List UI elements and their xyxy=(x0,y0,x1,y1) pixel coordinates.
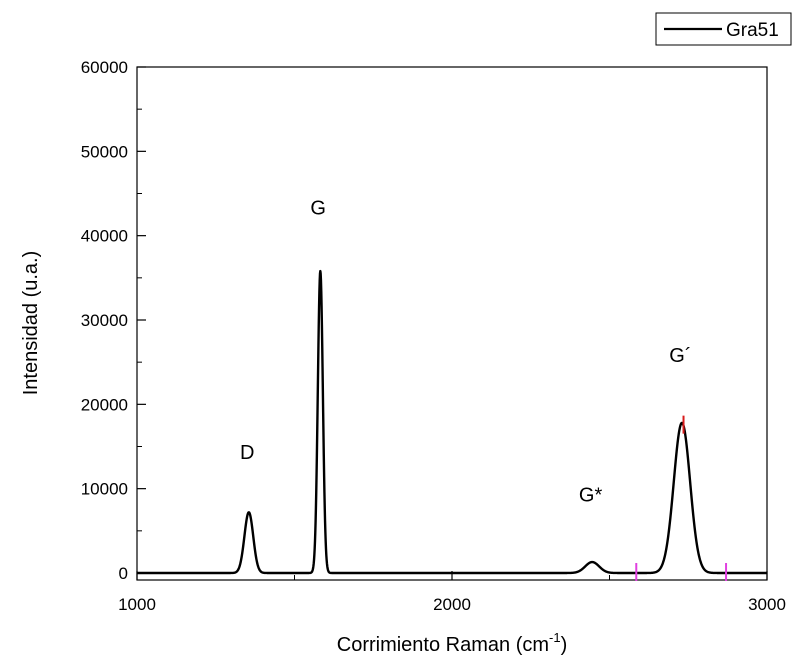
y-axis: 0 10000 20000 30000 40000 50000 60000 xyxy=(81,58,146,583)
peak-marker-layer xyxy=(635,415,728,581)
y-tick-label: 20000 xyxy=(81,395,128,414)
series-layer xyxy=(136,269,768,575)
legend-label-gra51: Gra51 xyxy=(726,20,779,41)
x-axis-title: Corrimiento Raman (cm-1) xyxy=(337,630,568,656)
x-axis-title-suffix: ) xyxy=(561,634,568,656)
x-axis-title-sup: -1 xyxy=(549,630,561,645)
y-axis-title: Intensidad (u.a.) xyxy=(20,251,42,396)
y-tick-label: 10000 xyxy=(81,480,128,499)
y-tick-label: 30000 xyxy=(81,311,128,330)
annotation-layer: D G G* G´ xyxy=(240,198,691,507)
peak-label: G* xyxy=(579,484,603,506)
y-tick-label: 0 xyxy=(119,564,128,583)
x-axis-title-main: Corrimiento Raman (cm xyxy=(337,634,549,656)
legend: Gra51 xyxy=(655,12,792,46)
peak-label: D xyxy=(240,442,254,464)
y-tick-label: 50000 xyxy=(81,142,128,161)
x-tick-label: 3000 xyxy=(748,595,786,614)
x-tick-label: 2000 xyxy=(433,595,471,614)
series-line-gra51 xyxy=(136,269,768,575)
x-tick-label: 1000 xyxy=(118,595,156,614)
x-axis: 1000 2000 3000 xyxy=(118,571,786,614)
peak-label: G xyxy=(310,198,326,220)
y-tick-label: 60000 xyxy=(81,58,128,77)
peak-label: G´ xyxy=(669,345,691,367)
y-tick-label: 40000 xyxy=(81,227,128,246)
